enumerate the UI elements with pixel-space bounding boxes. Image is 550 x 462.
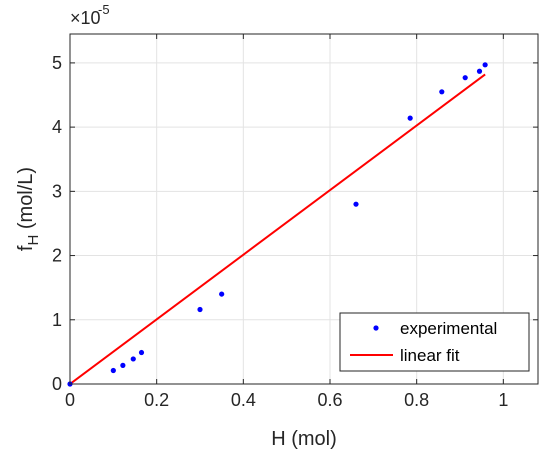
- x-tick-label: 0.8: [404, 390, 429, 410]
- data-point: [353, 201, 359, 207]
- x-tick-label: 0.6: [317, 390, 342, 410]
- y-tick-label: 1: [52, 310, 62, 330]
- y-tick-label: 4: [52, 117, 62, 137]
- x-tick-label: 0: [65, 390, 75, 410]
- data-point: [138, 349, 145, 356]
- data-point: [219, 291, 225, 297]
- data-point: [476, 68, 483, 74]
- series-experimental: [67, 62, 488, 387]
- y-axis-label-unit: (mol/L): [15, 167, 37, 235]
- legend-marker-experimental: [373, 325, 379, 331]
- legend-label-linear-fit: linear fit: [400, 346, 460, 365]
- data-point: [482, 62, 488, 68]
- x-tick-label: 1: [498, 390, 508, 410]
- data-point: [130, 356, 136, 362]
- y-tick-label: 5: [52, 53, 62, 73]
- fit-line: [69, 73, 486, 385]
- plot-frame: [69, 33, 539, 385]
- data-point: [407, 115, 413, 121]
- data-point: [197, 306, 203, 313]
- data-point: [110, 367, 116, 374]
- y-exponent-power: -5: [98, 2, 110, 17]
- series-linear-fit: [69, 73, 486, 385]
- y-exponent-label: ×10 -5: [70, 2, 110, 28]
- y-exponent-base: ×10: [70, 8, 101, 28]
- x-tick-label: 0.2: [144, 390, 169, 410]
- legend-label-experimental: experimental: [400, 319, 497, 338]
- y-axis-label: fH (mol/L): [15, 167, 42, 251]
- y-tick-label: 3: [52, 181, 62, 201]
- legend: experimental linear fit: [339, 312, 530, 372]
- y-axis-label-subscript: H: [25, 235, 42, 246]
- y-tick-label: 0: [52, 374, 62, 394]
- axis-ticks: 0 0.2 0.4 0.6 0.8 1 0 1 2 3 4 5: [52, 34, 538, 410]
- y-axis-label-main: f: [15, 245, 37, 251]
- y-tick-label: 2: [52, 246, 62, 266]
- data-point: [439, 89, 445, 95]
- data-point: [462, 75, 468, 81]
- data-point: [120, 362, 126, 368]
- x-tick-label: 0.4: [231, 390, 256, 410]
- x-axis-label: H (mol): [271, 428, 337, 450]
- grid: [69, 34, 538, 385]
- legend-box: [339, 312, 530, 372]
